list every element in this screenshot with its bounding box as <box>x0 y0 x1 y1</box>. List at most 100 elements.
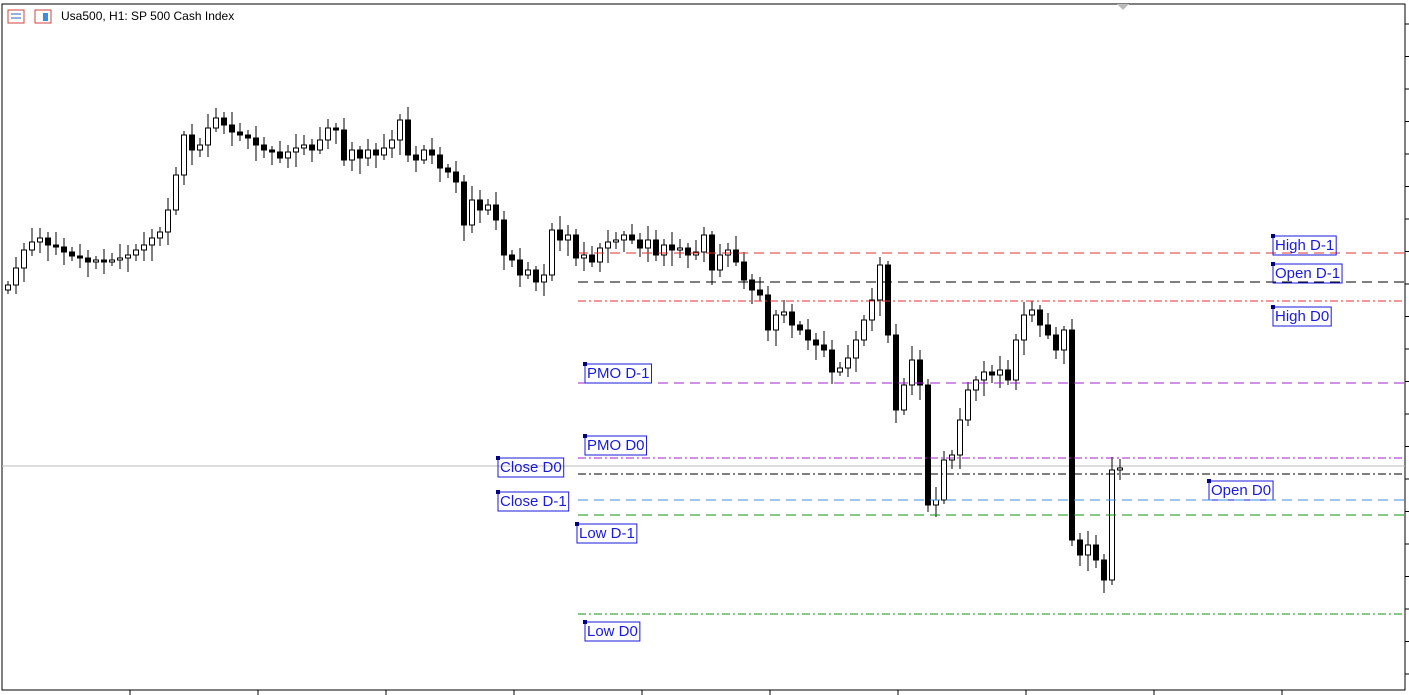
candle-body <box>149 237 155 246</box>
level-label-box[interactable] <box>1272 263 1343 284</box>
candle-body <box>573 234 579 259</box>
candle-body <box>557 229 563 241</box>
candle-body <box>717 254 723 271</box>
candle-body <box>53 244 59 248</box>
level-label: Close D0 <box>500 459 562 476</box>
anchor-point <box>575 522 579 526</box>
candle-body <box>469 199 475 226</box>
candle-body <box>741 261 747 281</box>
candle-body <box>1037 309 1043 326</box>
candle-body <box>325 127 331 141</box>
candle-body <box>181 134 187 176</box>
candle-body <box>501 219 507 256</box>
candle-body <box>1061 329 1067 351</box>
app-icons <box>7 9 52 24</box>
candle-body <box>333 127 339 131</box>
candle-body <box>5 284 11 291</box>
candle-body <box>645 239 651 249</box>
level-label-box[interactable] <box>584 363 653 384</box>
candle-body <box>357 149 363 159</box>
candle-body <box>269 149 275 153</box>
candle-body <box>277 151 283 159</box>
candle-body <box>349 149 355 161</box>
candle-body <box>661 244 667 256</box>
level-label-box[interactable] <box>497 457 565 478</box>
candle-body <box>781 311 787 316</box>
level-label: Open D0 <box>1211 482 1271 499</box>
candle-body <box>509 254 515 261</box>
candle-body <box>213 117 219 129</box>
icon-bar <box>43 13 48 21</box>
candle-body <box>853 339 859 359</box>
level-label-box[interactable] <box>1272 306 1332 327</box>
plot-frame <box>1 3 1406 691</box>
candle-body <box>477 199 483 211</box>
candle-body <box>173 174 179 211</box>
candle-body <box>485 204 491 211</box>
candle-body <box>941 459 947 501</box>
level-label-box[interactable] <box>584 435 648 456</box>
candle-body <box>141 244 147 251</box>
candle-body <box>301 144 307 149</box>
candle-body <box>37 237 43 243</box>
anchor-point <box>1207 479 1211 483</box>
candle-body <box>285 151 291 159</box>
candle-body <box>445 167 451 173</box>
candle-body <box>69 251 75 257</box>
candle-body <box>749 279 755 291</box>
level-label-box[interactable] <box>584 621 641 642</box>
candle-body <box>893 334 899 411</box>
candle-body <box>973 379 979 391</box>
candle-body <box>117 257 123 261</box>
candle-body <box>1005 369 1011 381</box>
level-label: High D0 <box>1275 308 1329 325</box>
candle-body <box>757 289 763 296</box>
candle-body <box>997 369 1003 376</box>
candle-body <box>237 131 243 136</box>
candle-body <box>109 259 115 263</box>
candle-body <box>413 154 419 161</box>
candle-body <box>821 344 827 351</box>
candle-body <box>589 254 595 263</box>
candle-body <box>901 384 907 411</box>
candle-body <box>805 329 811 341</box>
candle-body <box>597 247 603 263</box>
level-label-box[interactable] <box>1272 235 1337 256</box>
candle-body <box>365 149 371 159</box>
level-label: Open D-1 <box>1275 265 1340 282</box>
anchor-point <box>583 362 587 366</box>
candle-body <box>85 257 91 263</box>
anchor-point <box>1271 234 1275 238</box>
candle-body <box>845 357 851 369</box>
icon[interactable] <box>7 9 25 24</box>
candle-body <box>1021 314 1027 341</box>
level-label-box[interactable] <box>576 523 638 544</box>
candle-body <box>317 139 323 151</box>
candle-body <box>293 147 299 153</box>
level-label-box[interactable] <box>497 491 570 512</box>
candle-body <box>101 259 107 263</box>
candle-body <box>869 299 875 321</box>
candle-body <box>981 371 987 381</box>
candle-body <box>61 246 67 253</box>
candle-body <box>1053 334 1059 351</box>
candle-body <box>773 314 779 331</box>
level-label: PMO D0 <box>587 437 645 454</box>
candle-body <box>373 149 379 156</box>
candle-body <box>13 267 19 286</box>
candle-body <box>1029 309 1035 316</box>
candle-body <box>261 144 267 151</box>
candle-body <box>605 241 611 249</box>
anchor-point <box>583 620 587 624</box>
candle-body <box>829 349 835 373</box>
candle-body <box>157 231 163 239</box>
candle-body <box>1013 339 1019 381</box>
candle-body <box>309 144 315 151</box>
candle-body <box>1109 469 1115 581</box>
candle-body <box>205 127 211 146</box>
candle-body <box>525 269 531 276</box>
candle-body <box>789 311 795 326</box>
candle-body <box>437 154 443 169</box>
candle-body <box>653 239 659 256</box>
